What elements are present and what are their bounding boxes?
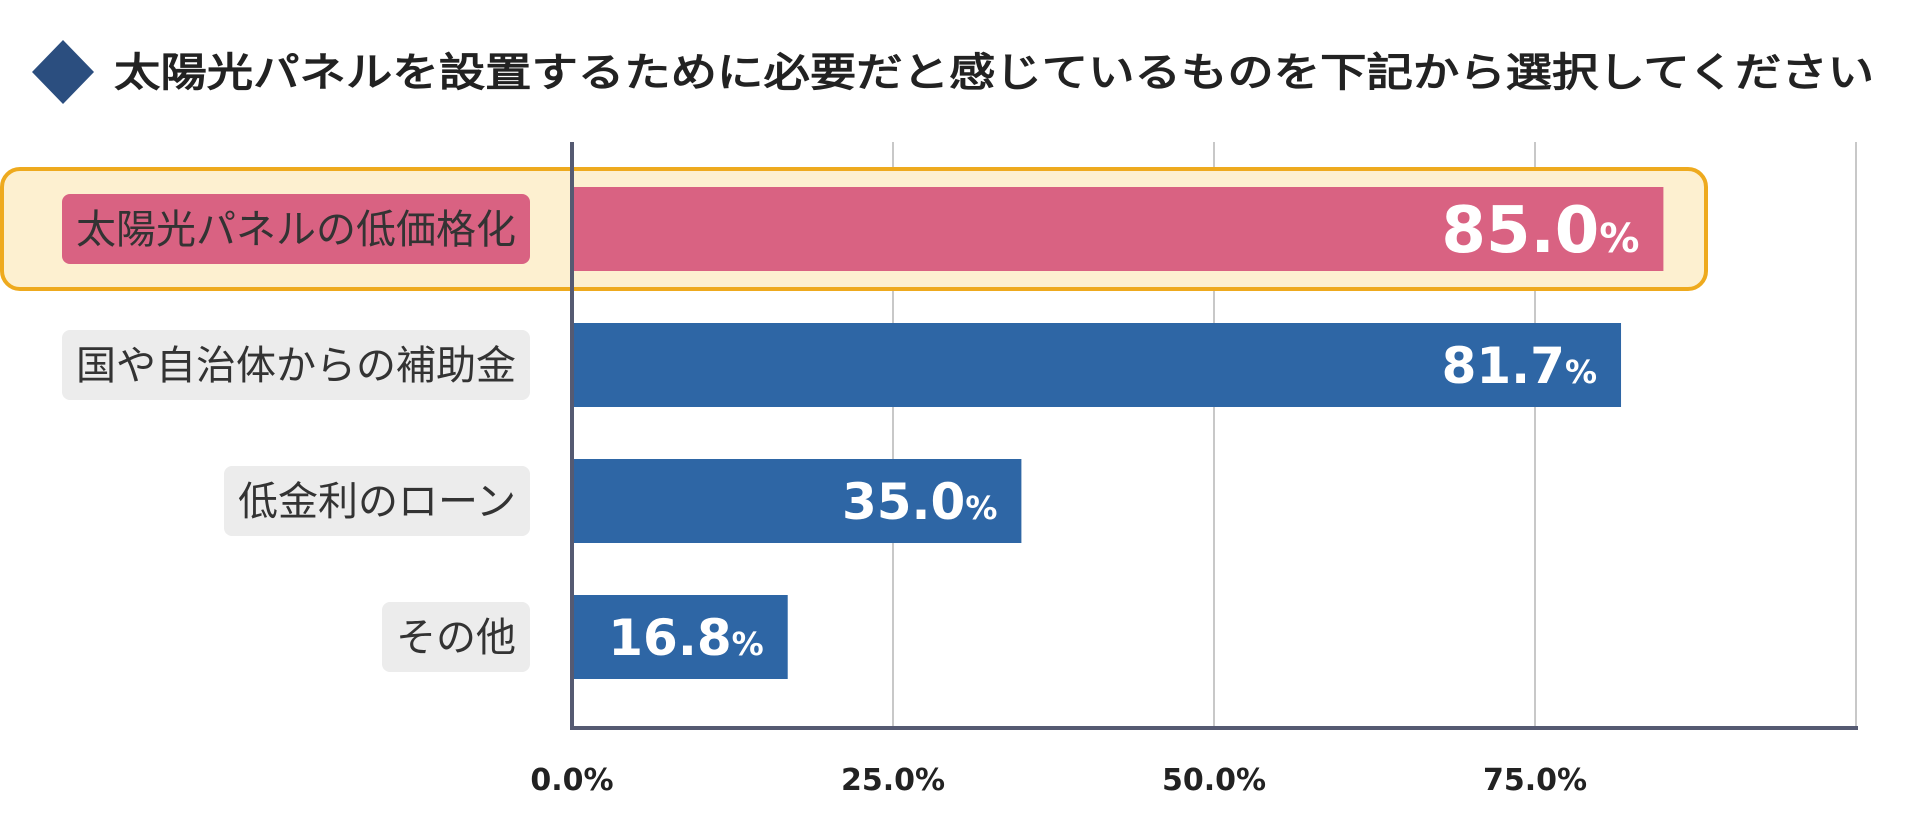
category-label-bg <box>382 602 530 672</box>
chart-title: 太陽光パネルを設置するために必要だと感じているものを下記から選択してください <box>114 50 1874 96</box>
value-number: 81.7 <box>1442 337 1565 395</box>
category-label: その他 <box>382 602 530 672</box>
category-label-text: 低金利のローン <box>238 479 516 525</box>
x-tick-label: 0.0% <box>530 763 613 798</box>
category-label-text: 太陽光パネルの低価格化 <box>76 207 516 253</box>
category-label-text: その他 <box>396 615 516 661</box>
value-label: 35.0% <box>842 473 997 531</box>
bar <box>572 323 1622 407</box>
chart-title-group: 太陽光パネルを設置するために必要だと感じているものを下記から選択してください <box>32 40 1874 104</box>
value-labels: 85.0%81.7%35.0%16.8% <box>608 194 1639 667</box>
bar <box>572 595 788 679</box>
bar <box>572 187 1664 271</box>
diamond-icon <box>32 40 94 104</box>
category-label-bg <box>62 194 530 264</box>
value-number: 35.0 <box>842 473 965 531</box>
value-suffix: % <box>1565 353 1597 391</box>
value-suffix: % <box>965 489 997 527</box>
value-number: 85.0 <box>1441 194 1599 268</box>
x-tick-labels: 0.0% 25.0% 50.0% 75.0% <box>530 763 1587 798</box>
category-label: 低金利のローン <box>224 466 530 536</box>
value-suffix: % <box>732 625 764 663</box>
category-label: 国や自治体からの補助金 <box>62 330 530 400</box>
bar <box>572 459 1022 543</box>
x-tick-label: 75.0% <box>1483 763 1587 798</box>
category-label: 太陽光パネルの低価格化 <box>62 194 530 264</box>
x-tick-label: 25.0% <box>841 763 945 798</box>
value-suffix: % <box>1599 216 1639 262</box>
bars <box>572 187 1664 679</box>
category-label-text: 国や自治体からの補助金 <box>76 343 516 389</box>
category-label-bg <box>224 466 530 536</box>
category-label-bg <box>62 330 530 400</box>
x-tick-label: 50.0% <box>1162 763 1266 798</box>
value-label: 16.8% <box>608 609 763 667</box>
axes <box>570 142 1858 730</box>
value-label: 85.0% <box>1441 194 1639 268</box>
value-label: 81.7% <box>1442 337 1597 395</box>
value-number: 16.8 <box>608 609 731 667</box>
